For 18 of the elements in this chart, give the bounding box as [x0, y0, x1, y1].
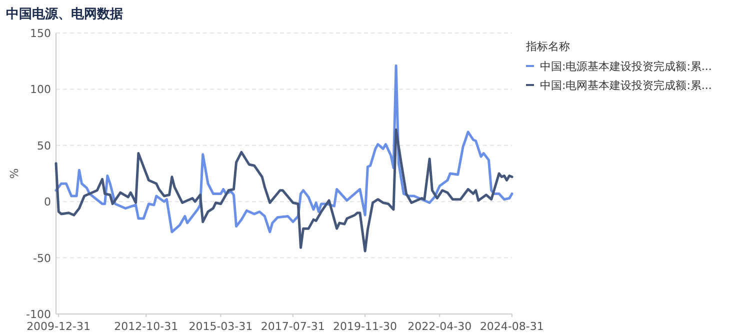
x-tick-label: 2024-08-31	[480, 320, 544, 333]
x-tick-label: 2012-10-31	[114, 320, 178, 333]
chart-title: 中国电源、电网数据	[6, 7, 123, 22]
legend-label: 中国:电网基本建设投资完成额:累...	[540, 79, 712, 92]
y-tick-label: 100	[30, 83, 51, 96]
y-tick-label: 0	[44, 196, 51, 209]
legend-label: 中国:电源基本建设投资完成额:累...	[540, 60, 712, 73]
y-tick-label: 50	[37, 139, 51, 152]
y-tick-label: -100	[26, 308, 51, 321]
y-axis-title: %	[8, 168, 21, 179]
x-tick-label: 2015-03-31	[188, 320, 253, 333]
y-tick-label: 150	[30, 27, 51, 40]
legend-title: 指标名称	[525, 40, 570, 53]
x-tick-label: 2009-12-31	[26, 320, 91, 333]
x-tick-label: 2022-04-30	[408, 320, 472, 333]
x-tick-label: 2019-11-30	[333, 320, 397, 333]
y-tick-label: -50	[33, 252, 51, 265]
x-tick-label: 2017-07-31	[260, 320, 325, 333]
